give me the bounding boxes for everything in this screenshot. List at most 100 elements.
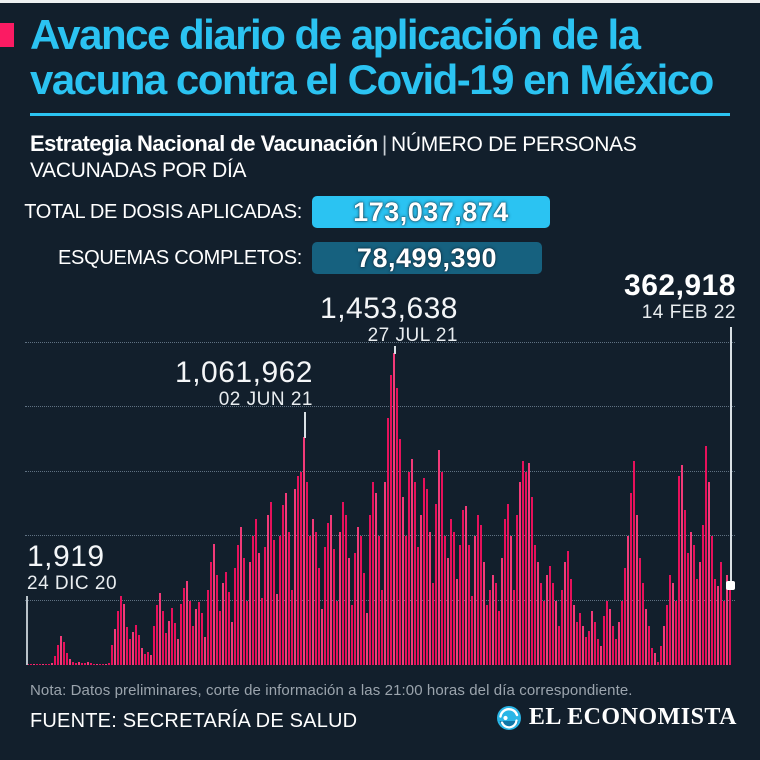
bar — [213, 543, 215, 665]
bar — [354, 553, 356, 665]
bar — [507, 503, 509, 665]
annotation-peak-june-date: 02 JUN 21 — [218, 389, 313, 410]
bar — [324, 546, 326, 665]
bar — [219, 611, 221, 665]
bar — [687, 553, 689, 665]
gridline — [25, 341, 735, 343]
bar — [237, 544, 239, 665]
bar — [138, 634, 140, 665]
bar — [633, 460, 635, 665]
bar — [663, 626, 665, 665]
bar — [702, 525, 704, 665]
bar — [561, 589, 563, 665]
annotation-first-value: 1,919 — [27, 540, 105, 573]
bar — [210, 561, 212, 665]
bar — [162, 611, 164, 665]
bar — [639, 557, 641, 665]
total-doses-label: TOTAL DE DOSIS APLICADAS: — [24, 200, 302, 223]
gridline — [25, 470, 735, 472]
bar — [42, 663, 44, 665]
bar — [291, 589, 293, 665]
complete-schemes-badge: 78,499,390 — [312, 242, 542, 274]
bar — [402, 497, 404, 665]
bar — [450, 518, 452, 665]
bar — [66, 653, 68, 665]
bar — [537, 561, 539, 665]
annotation-peak-july-date: 27 JUL 21 — [367, 325, 458, 346]
bar — [327, 523, 329, 665]
bar — [630, 493, 632, 665]
el-economista-logo-icon — [496, 705, 522, 731]
subtitle-caps-line-2: VACUNADAS POR DÍA — [30, 159, 247, 182]
bar — [300, 471, 302, 665]
bar — [597, 639, 599, 665]
bar — [87, 662, 89, 665]
bar — [321, 609, 323, 665]
bar — [45, 664, 47, 665]
publisher-name: EL ECONOMISTA — [528, 704, 737, 730]
bar — [729, 587, 731, 665]
bar — [336, 600, 338, 665]
bar — [186, 581, 188, 665]
bar — [198, 601, 200, 665]
title-line-2: vacuna contra el Covid-19 en México — [30, 56, 714, 103]
bar — [63, 642, 65, 665]
bar — [369, 514, 371, 665]
bar — [717, 585, 719, 665]
bar — [435, 503, 437, 665]
bar — [681, 465, 683, 665]
bar — [498, 611, 500, 665]
bar — [570, 579, 572, 665]
marker-line-last-day — [730, 327, 732, 583]
annotation-peak-june: 1,061,962 02 JUN 21 — [175, 357, 313, 410]
bar — [468, 544, 470, 665]
bar — [489, 589, 491, 665]
subtitle-separator: | — [381, 133, 388, 156]
bar — [642, 583, 644, 665]
bar — [375, 493, 377, 665]
bar — [246, 600, 248, 665]
bar — [252, 536, 254, 665]
title-line-1: Avance diario de aplicación de la — [30, 11, 641, 58]
bar — [276, 594, 278, 665]
bar — [378, 536, 380, 665]
bar — [75, 662, 77, 665]
bar — [33, 663, 35, 665]
bar — [303, 436, 305, 665]
bar — [288, 531, 290, 665]
bar — [582, 626, 584, 665]
bar — [621, 600, 623, 665]
bar — [603, 615, 605, 665]
bar — [90, 663, 92, 665]
bar — [648, 626, 650, 665]
bar — [438, 450, 440, 665]
bar — [417, 546, 419, 665]
bar — [516, 514, 518, 665]
bar — [129, 639, 131, 665]
bar — [330, 514, 332, 665]
bar — [81, 662, 83, 665]
bar — [294, 488, 296, 665]
bar — [465, 505, 467, 665]
bar — [372, 482, 374, 665]
bar — [306, 482, 308, 665]
bar — [183, 587, 185, 665]
bar — [348, 557, 350, 665]
bar — [267, 514, 269, 665]
bar — [312, 518, 314, 665]
bar — [453, 531, 455, 665]
bar — [513, 589, 515, 665]
bar — [432, 583, 434, 665]
bar — [297, 475, 299, 665]
bar — [201, 613, 203, 665]
bar — [390, 374, 392, 665]
marker-line-peak-july — [394, 346, 396, 354]
bar — [651, 647, 653, 665]
bar — [510, 536, 512, 665]
bar — [192, 626, 194, 665]
bar — [132, 631, 134, 665]
bar — [588, 630, 590, 665]
bar — [78, 662, 80, 665]
bar — [606, 600, 608, 665]
